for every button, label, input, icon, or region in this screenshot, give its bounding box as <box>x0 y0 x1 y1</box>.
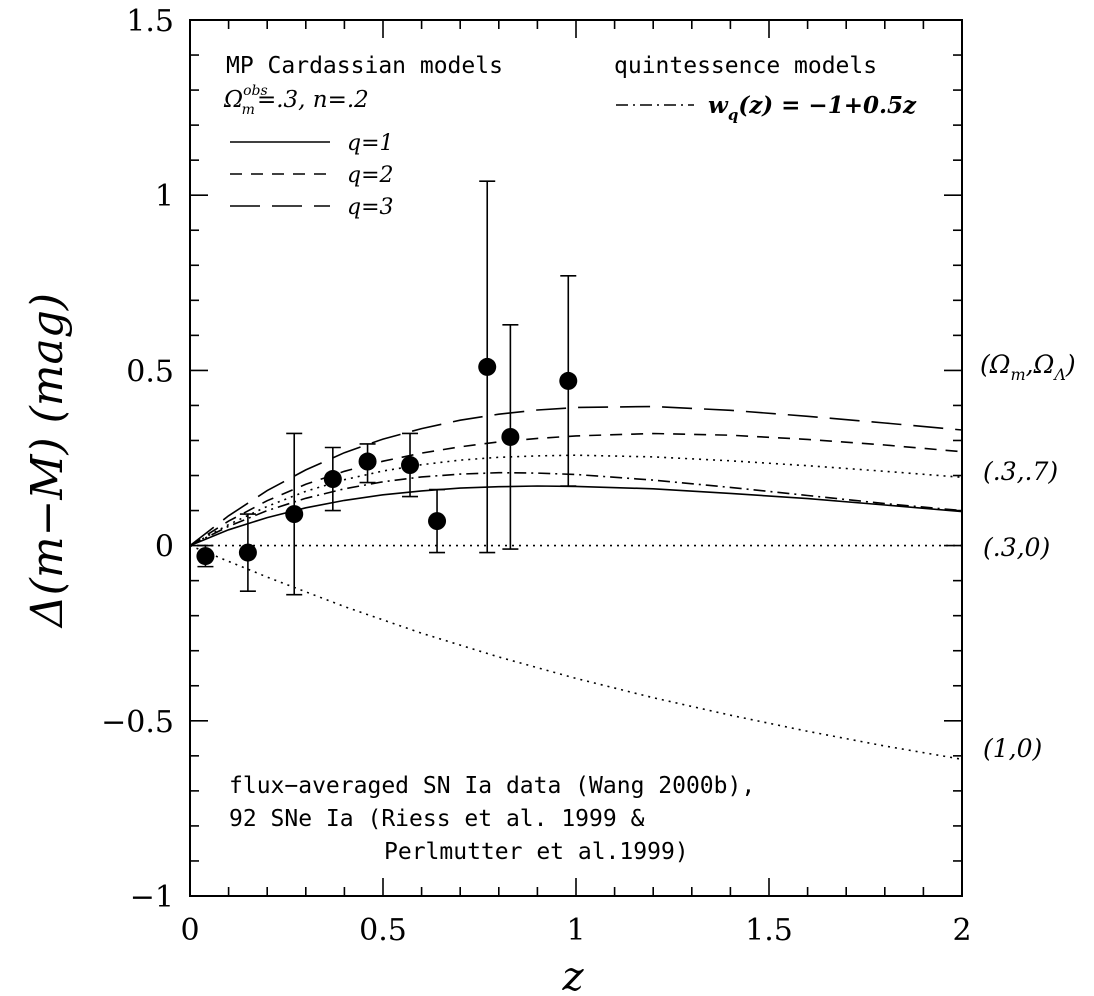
y-tick-label: −0.5 <box>101 705 174 740</box>
label-omega-sub-l: Λ <box>1052 365 1066 384</box>
label-open: (.3,0) <box>983 533 1050 562</box>
curve-cardassian-q-3 <box>189 405 963 547</box>
data-point-3 <box>285 432 304 596</box>
label-omega-close: ) <box>1065 350 1076 379</box>
x-tick-label: 0 <box>180 913 199 948</box>
data-point-9 <box>501 324 520 550</box>
y-tick-label: −1 <box>130 880 174 915</box>
legend-label-q3: q=3 <box>347 195 394 220</box>
legend-cardassian: MP Cardassian models Ωobs m=.3, n=.2 q=1 … <box>223 53 503 220</box>
params-omega: Ω <box>223 87 243 113</box>
tick-labels: 0 0.5 1 1.5 2 −1 −0.5 0 0.5 1 1.5 <box>101 4 971 948</box>
x-tick-label: 0.5 <box>359 913 407 948</box>
x-axis-label: z <box>561 954 584 996</box>
data-point-2 <box>238 513 257 592</box>
data-point-5 <box>358 443 377 484</box>
data-point-8 <box>478 180 497 554</box>
data-marker <box>238 543 257 562</box>
data-point-7 <box>428 488 447 554</box>
data-note-line-2: 92 SNe Ia (Riess et al. 1999 & <box>229 806 645 832</box>
axes <box>189 19 963 897</box>
model-labels: (Ωm,ΩΛ) (.3,.7) (.3,0) (1,0) <box>980 350 1076 763</box>
data-marker <box>285 505 304 524</box>
data-point-1 <box>196 544 215 568</box>
y-tick-label: 0 <box>155 530 174 565</box>
entry-w: w <box>708 92 729 119</box>
data-point-6 <box>401 432 420 498</box>
curve-cardassian-q-1 <box>189 485 963 547</box>
curve-cardassian-q-2 <box>189 432 963 547</box>
params-rest: =.3, n=.2 <box>257 87 369 113</box>
curve-lambda-3-7- <box>189 454 963 547</box>
data-marker <box>358 452 377 471</box>
entry-sub: q <box>728 106 739 124</box>
data-point-4 <box>323 446 342 512</box>
data-marker <box>323 470 342 489</box>
legend-cardassian-params: Ωobs m=.3, n=.2 <box>223 83 369 118</box>
y-tick-label: 1.5 <box>126 4 174 39</box>
data-note-line-3: Perlmutter et al.1999) <box>384 839 689 865</box>
data-marker <box>501 427 520 446</box>
data-marker <box>478 357 497 376</box>
data-marker <box>196 547 215 566</box>
data-points <box>196 180 578 596</box>
y-axis-label: Δ(m−M) (mag) <box>22 293 73 629</box>
params-sub: m <box>242 102 255 118</box>
legend-quintessence-title: quintessence models <box>614 53 877 79</box>
curve--1-0- <box>189 544 963 761</box>
data-marker <box>401 456 420 475</box>
label-omega-mid: ,Ω <box>1026 350 1055 379</box>
label-omega-pair: (Ωm,ΩΛ) <box>980 350 1076 384</box>
data-marker <box>428 512 447 531</box>
model-curves <box>189 405 963 761</box>
entry-rest: (z) = −1+0.5z <box>738 92 917 119</box>
curve-quintessence <box>189 471 963 547</box>
label-lambda: (.3,.7) <box>983 457 1058 486</box>
data-marker <box>559 371 578 390</box>
params-sup: obs <box>243 83 268 99</box>
legend-quintessence-entry: wq(z) = −1+0.5z <box>708 92 917 124</box>
data-note-line-1: flux−averaged SN Ia data (Wang 2000b), <box>229 773 755 799</box>
data-point-10 <box>559 274 578 487</box>
legend-quintessence: quintessence models wq(z) = −1+0.5z <box>614 53 917 124</box>
y-tick-label: 1 <box>155 179 174 214</box>
x-tick-label: 1.5 <box>745 913 793 948</box>
plot-frame <box>189 19 963 897</box>
legend-label-q2: q=2 <box>347 163 394 188</box>
legend-label-q1: q=1 <box>347 131 394 156</box>
y-tick-label: 0.5 <box>126 354 174 389</box>
x-tick-label: 1 <box>566 913 585 948</box>
label-omega-sub-m: m <box>1010 365 1025 384</box>
legend-cardassian-title: MP Cardassian models <box>226 53 503 79</box>
data-note: flux−averaged SN Ia data (Wang 2000b), 9… <box>229 773 755 865</box>
x-tick-label: 2 <box>952 913 971 948</box>
label-flat-matter: (1,0) <box>983 734 1042 763</box>
label-omega-open: (Ω <box>980 350 1010 379</box>
